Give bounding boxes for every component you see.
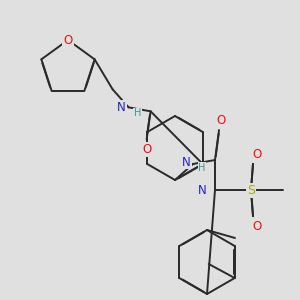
- Text: N: N: [198, 184, 207, 196]
- Text: O: O: [142, 143, 151, 156]
- Text: O: O: [216, 113, 226, 127]
- Text: O: O: [252, 148, 262, 160]
- Text: S: S: [247, 184, 255, 196]
- Text: H: H: [134, 108, 141, 118]
- Text: O: O: [63, 34, 73, 46]
- Text: N: N: [182, 155, 191, 169]
- Text: O: O: [252, 220, 262, 232]
- Text: N: N: [117, 101, 126, 114]
- Text: H: H: [198, 163, 206, 173]
